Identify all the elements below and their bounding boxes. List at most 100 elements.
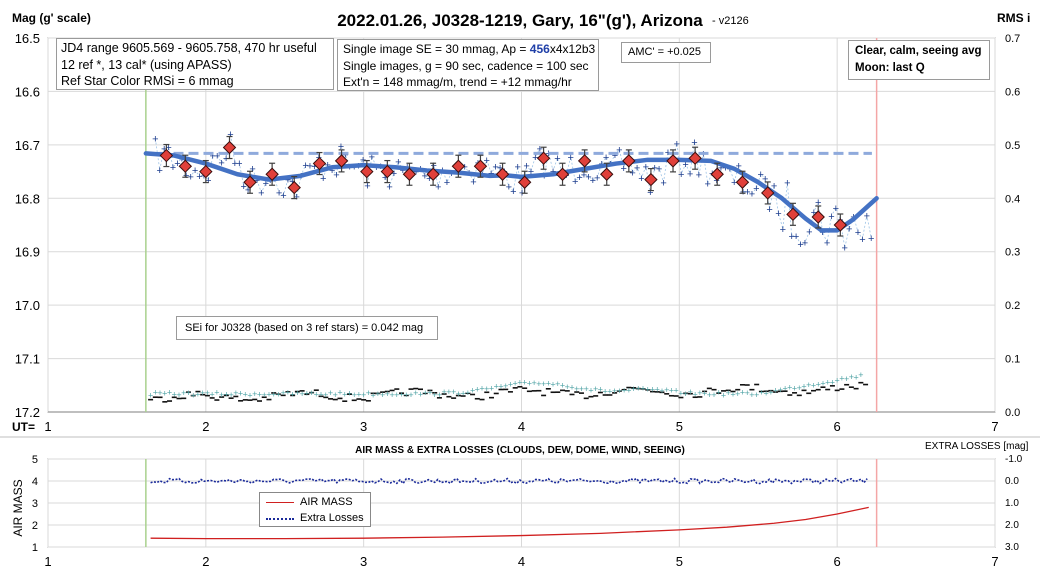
rms-point: + (295, 388, 300, 398)
rms-point: + (692, 389, 697, 399)
single-image-point: + (722, 162, 728, 174)
x-axis-label: UT= (12, 420, 35, 434)
info-line: 12 ref *, 13 cal* (using APASS) (61, 57, 232, 72)
single-image-point: + (696, 170, 702, 182)
single-image-point: + (766, 204, 772, 216)
y2-tick-label: 0.7 (1005, 33, 1020, 45)
rms-point: + (688, 387, 693, 397)
single-image-point: + (568, 152, 574, 164)
single-image-point: + (395, 156, 401, 168)
binned-mean-marker (666, 154, 680, 168)
rms-point: + (252, 389, 257, 399)
binned-mean-marker (688, 151, 702, 165)
rms-point: + (153, 388, 158, 398)
single-image-point: + (775, 208, 781, 220)
legend-swatch-extra-losses (266, 518, 294, 520)
lower-y2-tick-label: 0.0 (1005, 476, 1019, 487)
lower-x-tick-label: 4 (518, 554, 525, 569)
rms-point: + (446, 387, 451, 397)
rms-point: + (787, 383, 792, 393)
rms-point: + (517, 378, 522, 388)
rms-point: + (640, 384, 645, 394)
rms-point: + (711, 390, 716, 400)
rms-point: + (404, 390, 409, 400)
rms-point: + (825, 377, 830, 387)
rms-point: + (489, 384, 494, 394)
single-image-point: + (360, 154, 366, 166)
rms-point: + (413, 388, 418, 398)
extra-losses-line (150, 477, 868, 485)
single-image-point: + (842, 243, 848, 255)
rms-point: + (531, 378, 536, 388)
single-image-point: + (771, 181, 777, 193)
rms-point: + (498, 381, 503, 391)
rms-point: + (427, 388, 432, 398)
version-tag: - v2126 (712, 15, 749, 27)
single-image-point: + (585, 171, 591, 183)
rms-point: + (186, 388, 191, 398)
rms-point: + (707, 390, 712, 400)
rms-point: + (631, 384, 636, 394)
rms-point: + (475, 385, 480, 395)
lower-x-tick-label: 1 (44, 554, 51, 569)
y-tick-label: 16.7 (15, 138, 40, 153)
binned-mean-marker (536, 151, 551, 165)
single-image-point: + (302, 160, 308, 172)
single-image-point: + (576, 172, 582, 184)
single-image-point: + (621, 163, 627, 175)
rms-point: + (674, 386, 679, 396)
single-image-point: + (280, 190, 286, 202)
single-image-point: + (665, 147, 671, 159)
single-image-point: + (174, 158, 180, 170)
rms-point: + (176, 390, 181, 400)
rms-point: + (342, 390, 347, 400)
binned-mean-marker (402, 167, 417, 181)
light-curve-plot: 1 2 3 4 5 6 716.516.616.716.816.917.017.117.20… (15, 31, 1021, 434)
rms-point: + (697, 388, 702, 398)
single-image-point: + (550, 166, 556, 178)
rms-point: + (347, 389, 352, 399)
rms-point: + (290, 389, 295, 399)
single-image-point: + (718, 162, 724, 174)
rms-point: + (522, 377, 527, 387)
rms-point: + (546, 378, 551, 388)
rms-point: + (749, 390, 754, 400)
y2-tick-label: 0.0 (1005, 407, 1020, 419)
single-image-point: + (753, 183, 759, 195)
air-mass-line (150, 506, 869, 540)
binned-mean-marker (380, 164, 395, 179)
rms-point: + (759, 388, 764, 398)
rms-point: + (157, 388, 162, 398)
single-image-point: + (868, 233, 874, 245)
amc-text: AMC' = +0.025 (628, 46, 702, 58)
binned-mean-marker (622, 154, 636, 168)
rms-point: + (470, 386, 475, 396)
binned-mean-marker (473, 159, 488, 173)
binned-mean-marker (833, 218, 848, 232)
binned-mean-marker (178, 159, 193, 173)
rms-point: + (356, 389, 361, 399)
single-image-point: + (554, 153, 560, 165)
single-image-point: + (422, 170, 428, 182)
single-image-point: + (157, 165, 163, 177)
legend-item-air-mass: AIR MASS (260, 495, 370, 509)
single-image-point: + (245, 185, 251, 197)
x-tick-label: 1 (44, 419, 51, 434)
rms-point: + (612, 386, 617, 396)
single-image-point: + (201, 171, 207, 183)
rms-point: + (503, 381, 508, 391)
rms-point: + (399, 390, 404, 400)
rms-point: + (352, 390, 357, 400)
single-image-point: + (651, 162, 657, 174)
rms-point: + (371, 390, 376, 400)
single-image-point: + (192, 165, 198, 177)
binned-mean-marker (312, 156, 327, 171)
single-image-point: + (532, 152, 538, 164)
single-image-point: + (461, 161, 467, 173)
single-image-point: + (294, 192, 300, 204)
lower-y-tick-label: 5 (32, 454, 38, 466)
single-image-point: + (227, 129, 233, 141)
rms-point: + (276, 389, 281, 399)
rms-point: + (195, 390, 200, 400)
y-tick-label: 16.5 (15, 31, 40, 46)
